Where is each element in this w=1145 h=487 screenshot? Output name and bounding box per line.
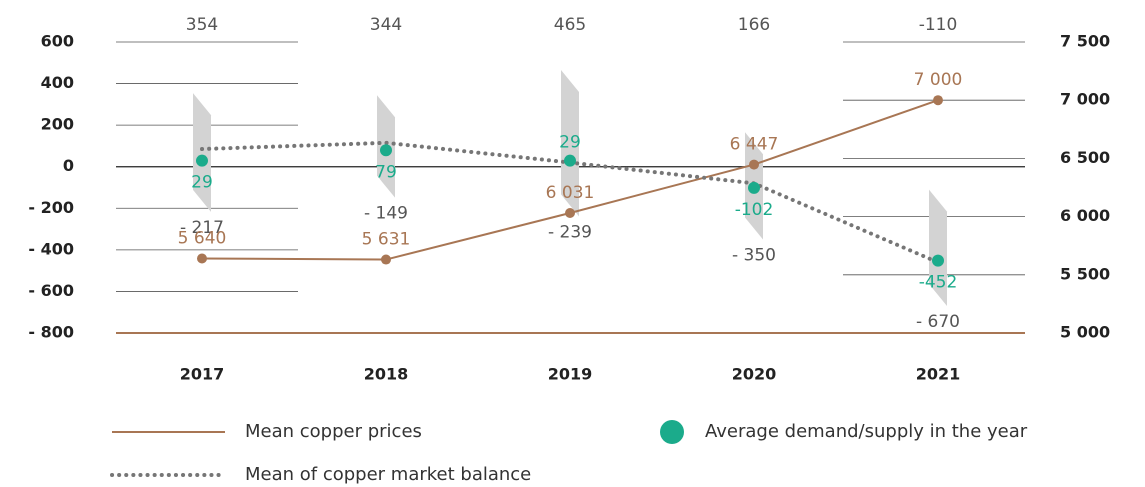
value-label: 6 031 [546,183,595,203]
point [932,254,944,267]
y-tick-label: 400 [41,73,74,92]
y2-tick-label: 6 500 [1060,148,1110,167]
point [565,207,575,218]
x-tick-label: 2017 [180,365,225,384]
y2-tick-label: 7 000 [1060,90,1110,109]
range-high-label: -110 [919,15,958,35]
point [196,154,208,167]
point [564,154,576,167]
point [749,159,759,170]
point [933,95,943,106]
value-label: 7 000 [914,70,963,90]
range-band [193,93,211,212]
value-label: 29 [191,173,213,193]
x-tick-label: 2018 [364,365,409,384]
value-label: 6 447 [730,135,779,155]
point [197,253,207,264]
range-low-label: - 350 [732,245,776,265]
range-low-label: - 239 [548,222,592,242]
y2-tick-label: 5 000 [1060,323,1110,342]
legend-label: Mean copper prices [245,421,422,442]
y-tick-label: 0 [63,156,74,175]
y-tick-label: 600 [41,32,74,51]
value-label: 5 631 [362,230,411,250]
value-label: 5 640 [178,229,227,249]
y2-tick-label: 5 500 [1060,264,1110,283]
range-band [561,70,579,217]
range-low-label: - 217 [180,218,224,238]
legend-label: Mean of copper market balance [245,464,531,485]
range-low-label: - 670 [916,312,960,332]
x-tick-label: 2020 [732,365,777,384]
range-high-label: 465 [554,15,586,35]
value-label: -452 [919,273,958,293]
range-low-label: - 149 [364,204,408,224]
point [380,144,392,157]
y2-tick-label: 6 000 [1060,206,1110,225]
legend-label: Average demand/supply in the year [705,421,1028,442]
value-label: -102 [735,200,774,220]
y-tick-label: - 800 [28,323,74,342]
y2-tick-label: 7 500 [1060,32,1110,51]
y-tick-label: - 600 [28,281,74,300]
point [748,181,760,194]
y-tick-label: - 200 [28,198,74,217]
range-high-label: 344 [370,15,402,35]
x-tick-label: 2021 [916,365,961,384]
value-label: 29 [559,133,581,153]
point [381,254,391,265]
range-band [929,189,947,306]
x-tick-label: 2019 [548,365,593,384]
y-tick-label: 200 [41,115,74,134]
legend-swatch [660,420,684,444]
y-tick-label: - 400 [28,239,74,258]
value-label: 79 [375,162,397,182]
range-high-label: 166 [738,15,770,35]
range-high-label: 354 [186,15,218,35]
